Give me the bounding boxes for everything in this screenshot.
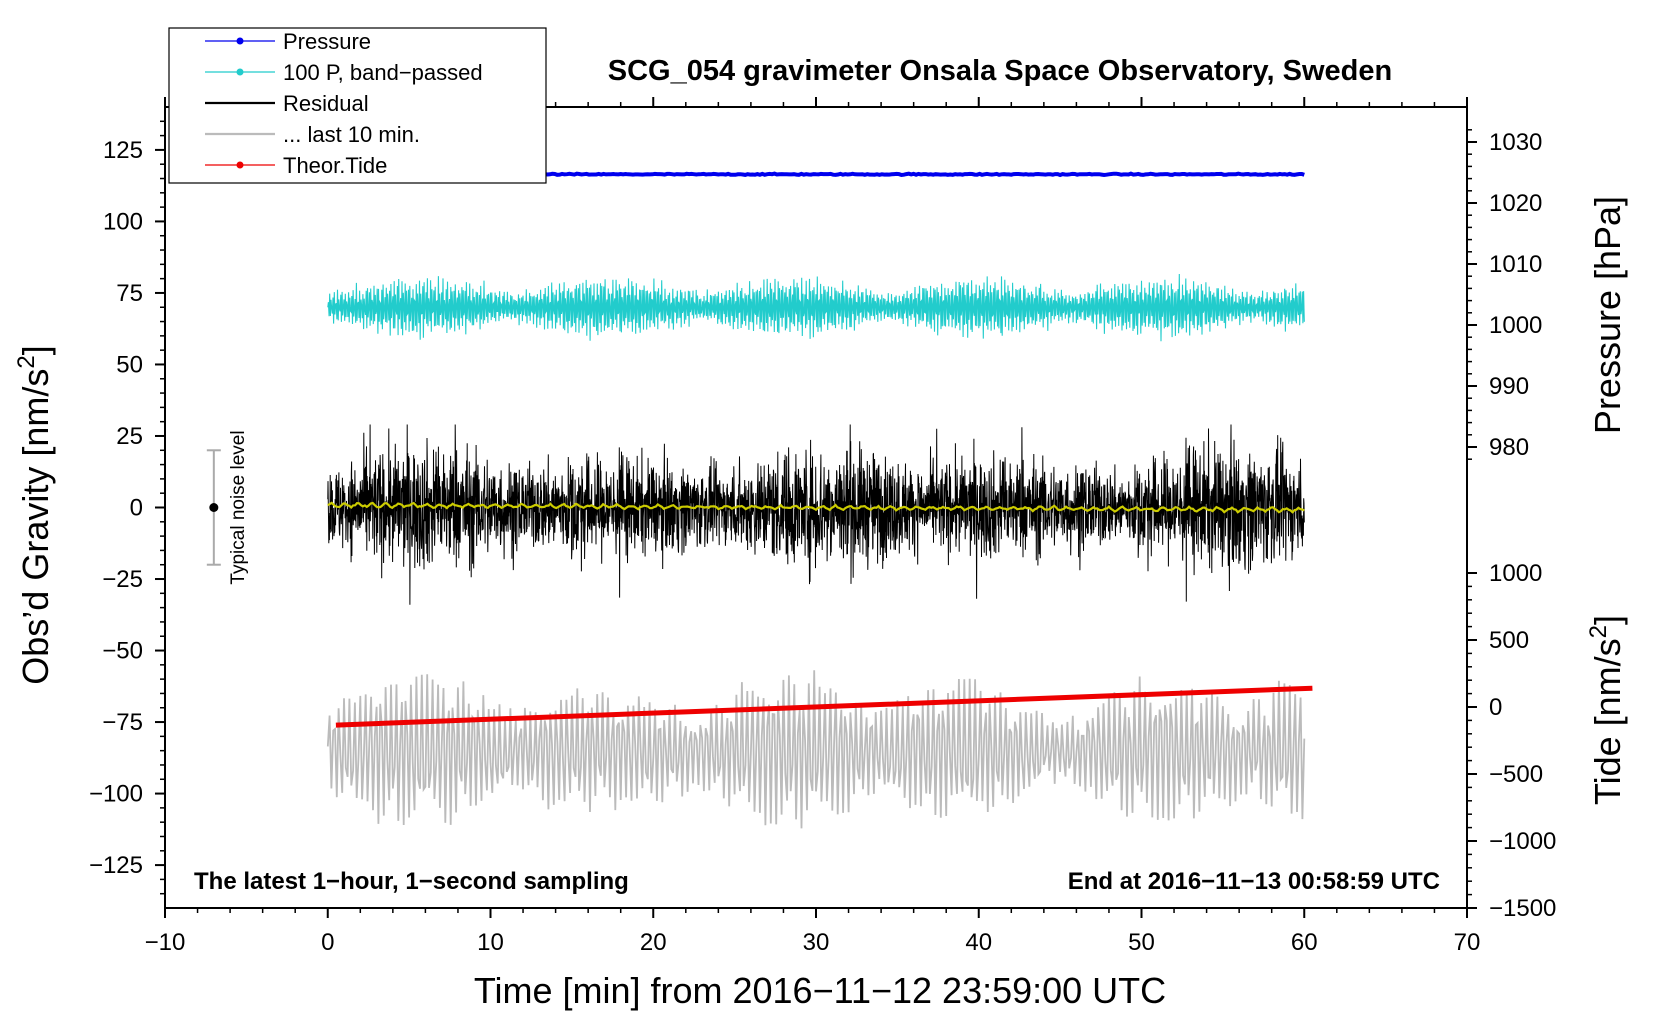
residual-smoothed-series (327, 501, 1305, 514)
tide-tick-label: 0 (1489, 694, 1502, 721)
corner-left-annotation: The latest 1−hour, 1−second sampling (194, 868, 629, 895)
pressure-tick-label: 980 (1489, 434, 1529, 461)
band-passed-pressure-series (327, 273, 1305, 342)
x-tick-label: 50 (1128, 929, 1155, 956)
x-tick-label: 70 (1454, 929, 1481, 956)
x-axis-label: Time [min] from 2016−11−12 23:59:00 UTC (474, 970, 1166, 1011)
noise-label: Typical noise level (228, 430, 249, 584)
chart-title: SCG_054 gravimeter Onsala Space Observat… (608, 55, 1392, 87)
legend-label: Pressure (283, 29, 371, 54)
legend-label: 100 P, band−passed (283, 60, 483, 85)
y-tick-label: 100 (103, 208, 143, 235)
y-tick-label: −75 (102, 709, 143, 736)
y-tick-label: 25 (116, 423, 143, 450)
legend-label: Residual (283, 91, 369, 116)
pressure-tick-label: 1020 (1489, 190, 1542, 217)
y-tick-label: 75 (116, 280, 143, 307)
x-tick-label: −10 (145, 929, 186, 956)
y-axis-label-tide-close: ] (1587, 615, 1628, 625)
x-tick-label: 20 (640, 929, 667, 956)
y-axis-label-gravity-main: Obs’d Gravity [nm/s (15, 369, 56, 685)
y-tick-label: 125 (103, 137, 143, 164)
pressure-tick-label: 1010 (1489, 251, 1542, 278)
legend-label: Theor.Tide (283, 153, 387, 178)
last-10-min-series (326, 670, 1306, 829)
tide-tick-label: −1500 (1489, 895, 1556, 922)
pressure-tick-label: 990 (1489, 373, 1529, 400)
y-axis-label-gravity: Obs’d Gravity [nm/s2] (13, 345, 56, 684)
pressure-tick-label: 1030 (1489, 129, 1542, 156)
legend-label: ... last 10 min. (283, 122, 420, 147)
y-tick-label: −125 (89, 852, 143, 879)
legend-marker (236, 161, 244, 169)
y-tick-label: 0 (130, 495, 143, 522)
legend: Pressure 100 P, band−passed Residual ... la… (168, 27, 547, 184)
y-axis-label-tide: Tide [nm/s2] (1585, 615, 1628, 805)
tide-tick-label: 1000 (1489, 560, 1542, 587)
legend-box (168, 27, 547, 184)
x-tick-label: 60 (1291, 929, 1318, 956)
y-axis-label-tide-sup: 2 (1585, 625, 1612, 638)
y-tick-label: −25 (102, 566, 143, 593)
y-axis-label-gravity-sup: 2 (13, 355, 40, 368)
y-axis-label-gravity-close: ] (15, 345, 56, 355)
noise-center-dot (209, 503, 219, 512)
y-tick-label: −50 (102, 638, 143, 665)
x-tick-label: 30 (803, 929, 830, 956)
series-layer (326, 171, 1313, 829)
x-tick-label: 10 (477, 929, 504, 956)
y-axis-label-pressure: Pressure [hPa] (1587, 196, 1628, 434)
axis-layer: −10 0 10 20 30 40 50 60 70−125−100−75−50−2502550… (89, 97, 1556, 956)
pressure-tick-label: 1000 (1489, 312, 1542, 339)
y-tick-label: −100 (89, 781, 143, 808)
corner-right-annotation: End at 2016−11−13 00:58:59 UTC (1068, 868, 1440, 895)
legend-marker (236, 37, 244, 45)
tide-tick-label: −500 (1489, 761, 1543, 788)
x-tick-label: 40 (965, 929, 992, 956)
legend-marker (236, 68, 244, 76)
x-tick-label: 0 (321, 929, 334, 956)
tide-tick-label: 500 (1489, 627, 1529, 654)
y-axis-label-tide-main: Tide [nm/s (1587, 638, 1628, 805)
tide-series (335, 685, 1313, 728)
tide-tick-label: −1000 (1489, 828, 1556, 855)
residual-series (327, 424, 1305, 605)
y-tick-label: 50 (116, 351, 143, 378)
noise-indicator: Typical noise level (206, 430, 249, 585)
